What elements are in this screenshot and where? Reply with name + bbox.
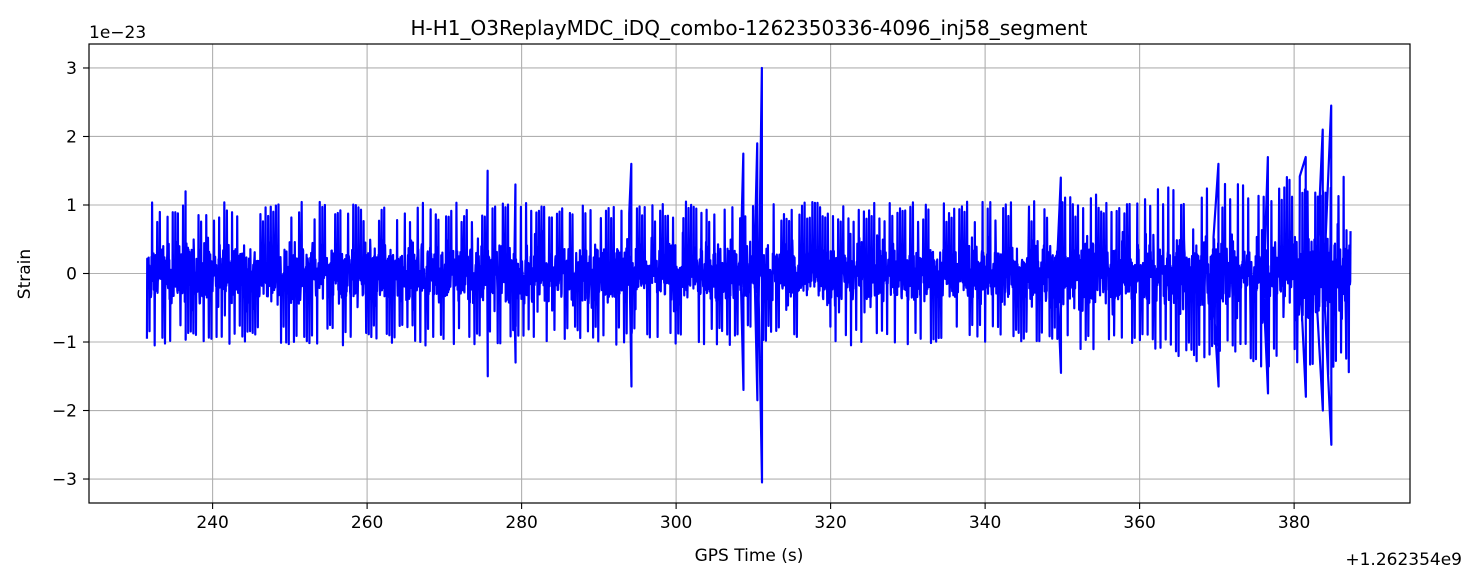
y-axis-label: Strain (15, 249, 35, 299)
y-tick-label: 1 (66, 196, 77, 216)
x-tick-label: 260 (351, 513, 383, 533)
x-axis-label: GPS Time (s) (695, 546, 804, 566)
y-tick-label: −2 (52, 402, 77, 422)
y-tick-label: −3 (52, 470, 77, 490)
x-tick-label: 240 (196, 513, 228, 533)
x-tick-label: 340 (969, 513, 1001, 533)
x-tick-label: 280 (505, 513, 537, 533)
ticks: 240 260 280 300 320 340 360 380 −3 −2 −1 0 1 2 3 (52, 59, 1310, 533)
y-tick-label: 2 (66, 127, 77, 147)
x-tick-label: 320 (814, 513, 846, 533)
y-tick-label: 3 (66, 59, 77, 79)
chart-title: H-H1_O3ReplayMDC_iDQ_combo-1262350336-40… (410, 16, 1087, 40)
y-scale-label: 1e−23 (89, 23, 146, 43)
strain-series-line (145, 66, 1352, 484)
y-tick-label: −1 (52, 333, 77, 353)
x-offset-label: +1.262354e9 (1345, 550, 1462, 570)
x-tick-label: 380 (1278, 513, 1310, 533)
y-tick-label: 0 (66, 265, 77, 285)
x-tick-label: 360 (1123, 513, 1155, 533)
x-tick-label: 300 (660, 513, 692, 533)
plot-area (145, 66, 1352, 484)
